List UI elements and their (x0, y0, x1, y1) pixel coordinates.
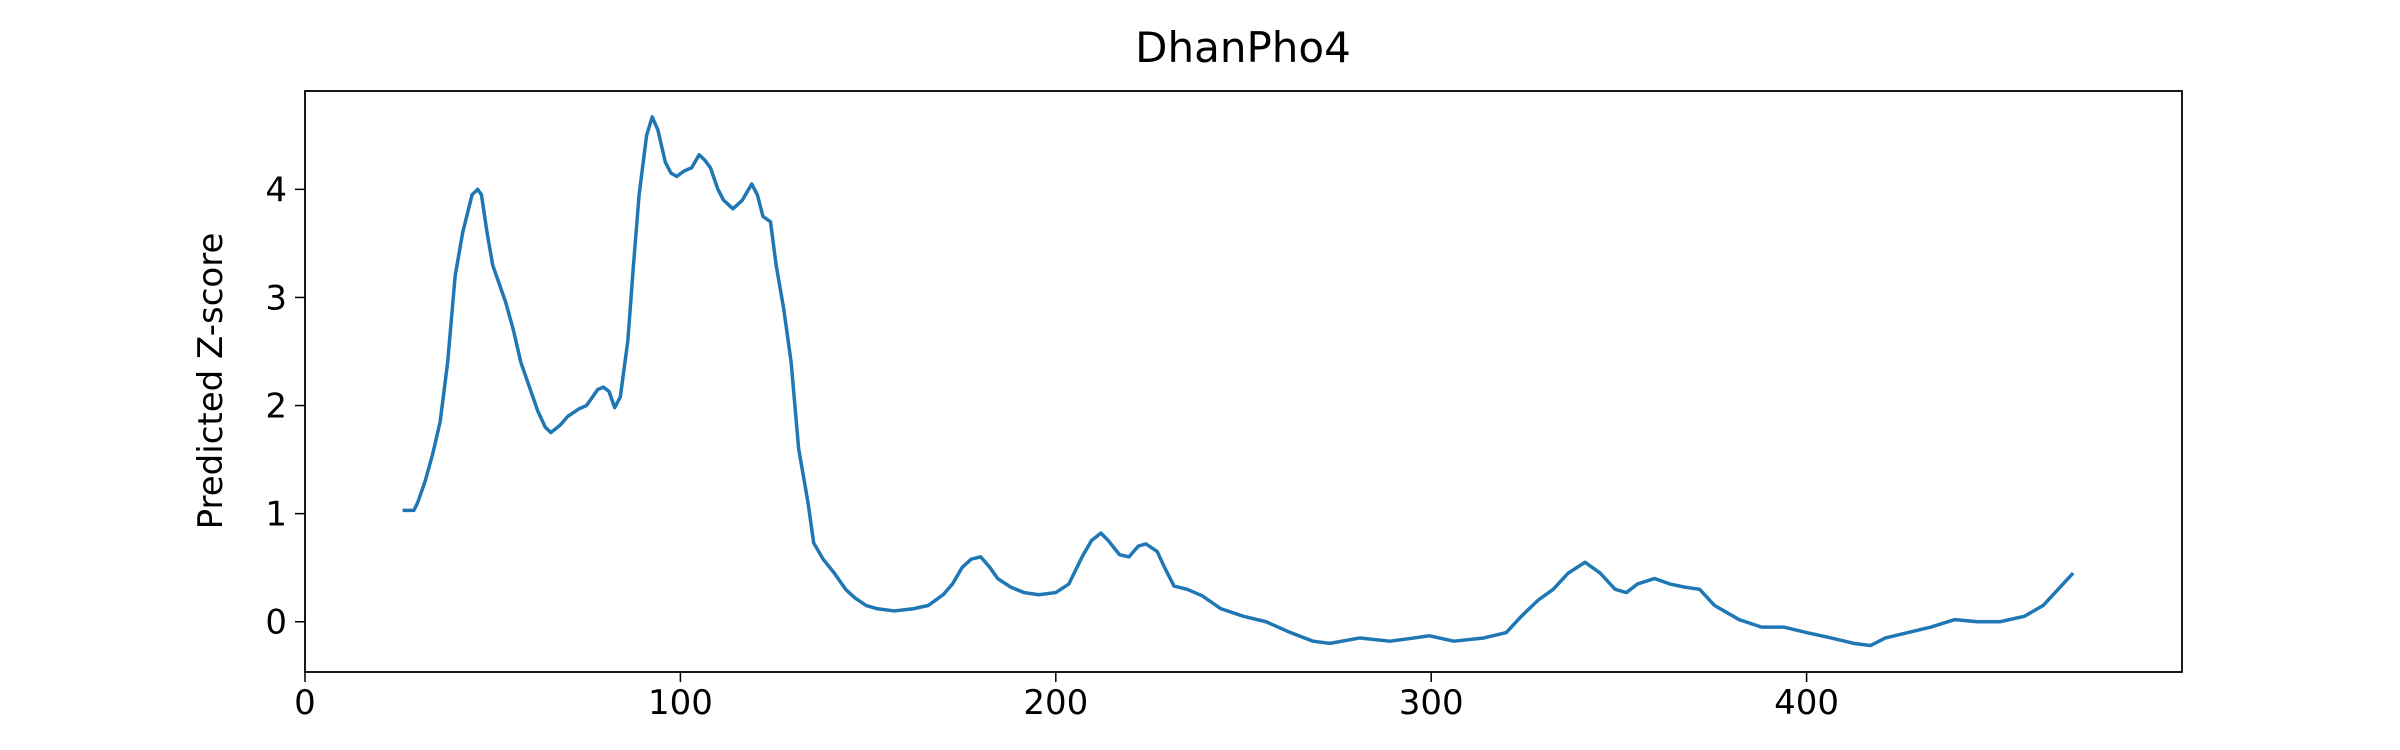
x-tick-label: 200 (1023, 683, 1088, 723)
y-tick-label: 0 (265, 603, 287, 643)
y-tick-label: 1 (265, 495, 287, 535)
y-tick-label: 2 (265, 387, 287, 427)
x-tick-label: 300 (1399, 683, 1464, 723)
x-tick-label: 100 (648, 683, 713, 723)
y-tick-label: 4 (265, 170, 287, 210)
y-axis-label: Predicted Z-score (191, 233, 231, 530)
x-tick-label: 0 (294, 683, 316, 723)
data-line (402, 115, 2075, 648)
chart-title: DhanPho4 (1135, 23, 1351, 72)
x-tick-label: 400 (1774, 683, 1839, 723)
plot-frame (304, 90, 2183, 673)
y-tick-label: 3 (265, 278, 287, 318)
